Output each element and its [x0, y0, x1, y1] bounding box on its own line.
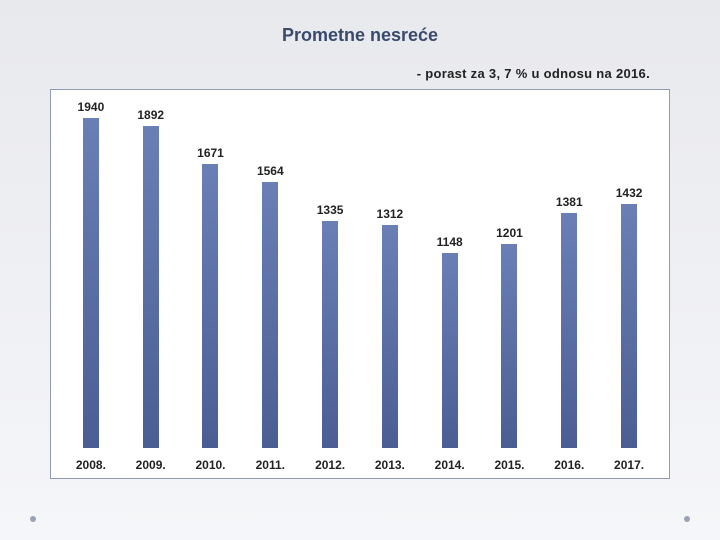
bar — [442, 253, 458, 448]
bar — [382, 225, 398, 448]
bar-slot: 1381 — [539, 100, 599, 448]
bar-value-label: 1564 — [257, 164, 284, 178]
bar — [262, 182, 278, 448]
bar — [561, 213, 577, 448]
bar — [202, 164, 218, 448]
bar-value-label: 1892 — [137, 108, 164, 122]
chart-subtitle: - porast za 3, 7 % u odnosu na 2016. — [30, 66, 650, 81]
bar-slot: 1564 — [240, 100, 300, 448]
bar — [83, 118, 99, 448]
decorative-dot — [684, 516, 690, 522]
x-axis-label: 2015. — [480, 458, 540, 472]
x-axis-label: 2017. — [599, 458, 659, 472]
bar-slot: 1148 — [420, 100, 480, 448]
bar-value-label: 1381 — [556, 195, 583, 209]
bar-slot: 1671 — [181, 100, 241, 448]
x-axis-label: 2010. — [181, 458, 241, 472]
decorative-dot — [30, 516, 36, 522]
bar-value-label: 1432 — [616, 186, 643, 200]
bar-slot: 1312 — [360, 100, 420, 448]
x-axis-label: 2013. — [360, 458, 420, 472]
bar — [322, 221, 338, 448]
bar-slot: 1940 — [61, 100, 121, 448]
bar-value-label: 1312 — [377, 207, 404, 221]
bar — [501, 244, 517, 448]
bar-slot: 1432 — [599, 100, 659, 448]
x-axis-label: 2012. — [300, 458, 360, 472]
x-axis-label: 2014. — [420, 458, 480, 472]
bar — [621, 204, 637, 448]
bar-slot: 1892 — [121, 100, 181, 448]
bar-value-label: 1671 — [197, 146, 224, 160]
chart-title: Prometne nesreće — [30, 25, 690, 46]
bar-value-label: 1335 — [317, 203, 344, 217]
bar-value-label: 1201 — [496, 226, 523, 240]
x-axis-label: 2011. — [240, 458, 300, 472]
bar-value-label: 1940 — [78, 100, 105, 114]
bar — [143, 126, 159, 448]
bar-slot: 1335 — [300, 100, 360, 448]
bar-chart: 1940 1892 1671 1564 1335 1312 1148 1201 1381 1432… — [50, 89, 670, 479]
x-axis-label: 2008. — [61, 458, 121, 472]
bar-slot: 1201 — [480, 100, 540, 448]
x-axis-label: 2009. — [121, 458, 181, 472]
x-axis-label: 2016. — [539, 458, 599, 472]
bar-value-label: 1148 — [437, 235, 463, 249]
